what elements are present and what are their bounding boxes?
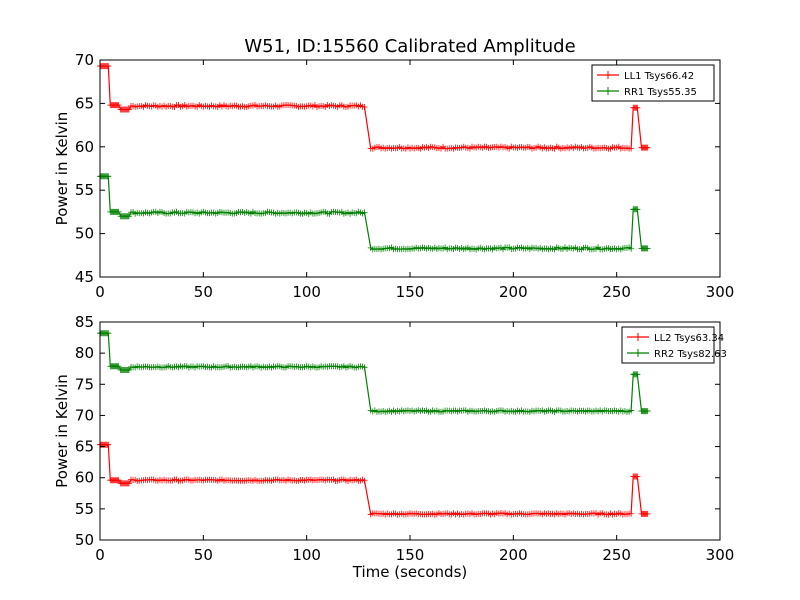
y-tick-label: 55	[75, 500, 94, 518]
series-line	[100, 175, 648, 251]
data-point	[105, 173, 112, 180]
y-tick-label: 65	[75, 438, 94, 456]
data-point	[628, 145, 635, 152]
y-axis-label: Power in Kelvin	[53, 374, 71, 488]
series-2	[97, 330, 651, 415]
series-line	[100, 332, 648, 413]
data-point	[125, 366, 132, 373]
series-markers	[97, 63, 651, 152]
y-tick-label: 65	[75, 94, 94, 112]
x-tick-label: 100	[292, 283, 321, 301]
data-point	[115, 363, 122, 370]
y-tick-label: 55	[75, 181, 94, 199]
data-point	[634, 104, 641, 111]
y-tick-label: 75	[75, 375, 94, 393]
data-point	[105, 63, 112, 70]
data-point	[634, 371, 641, 378]
y-tick-label: 70	[75, 406, 94, 424]
data-point	[628, 510, 635, 517]
y-tick-label: 70	[75, 51, 94, 69]
data-point	[125, 213, 132, 220]
data-point	[361, 104, 368, 111]
data-point	[361, 477, 368, 484]
legend: LL1 Tsys66.42 RR1 Tsys55.35	[591, 64, 715, 102]
data-point	[125, 106, 132, 113]
data-point	[634, 206, 641, 213]
x-tick-label: 250	[602, 283, 631, 301]
y-tick-label: 50	[75, 225, 94, 243]
data-point	[634, 473, 641, 480]
series-1	[97, 441, 651, 518]
legend-label: RR2 Tsys82.63	[654, 349, 727, 360]
x-tick-label: 300	[706, 283, 735, 301]
data-point	[644, 245, 651, 252]
y-tick-label: 45	[75, 268, 94, 286]
y-tick-label: 80	[75, 344, 94, 362]
x-tick-label: 300	[706, 546, 735, 564]
y-tick-label: 85	[75, 313, 94, 331]
legend-label: LL2 Tsys63.34	[654, 333, 724, 344]
y-tick-label: 50	[75, 531, 94, 549]
legend-box	[591, 64, 715, 102]
data-point	[105, 441, 112, 448]
x-tick-label: 0	[95, 546, 105, 564]
series-markers	[97, 441, 651, 518]
series-line	[100, 65, 648, 150]
data-point	[628, 407, 635, 414]
x-tick-label: 50	[194, 546, 213, 564]
x-axis-label: Time (seconds)	[352, 563, 468, 581]
legend-box	[621, 326, 715, 364]
x-tick-label: 100	[292, 546, 321, 564]
data-point	[644, 144, 651, 151]
legend-label: RR1 Tsys55.35	[624, 87, 697, 98]
data-point	[644, 510, 651, 517]
series-markers	[97, 330, 651, 415]
data-point	[125, 480, 132, 487]
y-axis-label: Power in Kelvin	[53, 112, 71, 226]
x-tick-label: 200	[499, 283, 528, 301]
data-point	[628, 245, 635, 252]
x-tick-label: 250	[602, 546, 631, 564]
x-tick-label: 50	[194, 283, 213, 301]
series-1	[97, 63, 651, 152]
data-point	[644, 408, 651, 415]
data-point	[361, 209, 368, 216]
data-point	[115, 477, 122, 484]
x-tick-label: 0	[95, 283, 105, 301]
legend: LL2 Tsys63.34 RR2 Tsys82.63	[621, 326, 727, 364]
series-2	[97, 173, 651, 253]
data-point	[115, 208, 122, 215]
bottom-panel: 0 50 100 150 200 250 3005055606570758085Power …	[53, 313, 734, 581]
series-markers	[97, 173, 651, 253]
figure-title: W51, ID:15560 Calibrated Amplitude	[244, 36, 575, 57]
x-tick-label: 150	[396, 546, 425, 564]
data-point	[105, 330, 112, 337]
top-panel: 0 50 100 150 200 250 300 45 50 55 60 65 70 Power in K…	[53, 51, 734, 301]
y-tick-label: 60	[75, 469, 94, 487]
x-tick-label: 200	[499, 546, 528, 564]
data-point	[115, 102, 122, 109]
data-point	[361, 364, 368, 371]
x-tick-label: 150	[396, 283, 425, 301]
y-tick-label: 60	[75, 138, 94, 156]
legend-label: LL1 Tsys66.42	[624, 71, 694, 82]
